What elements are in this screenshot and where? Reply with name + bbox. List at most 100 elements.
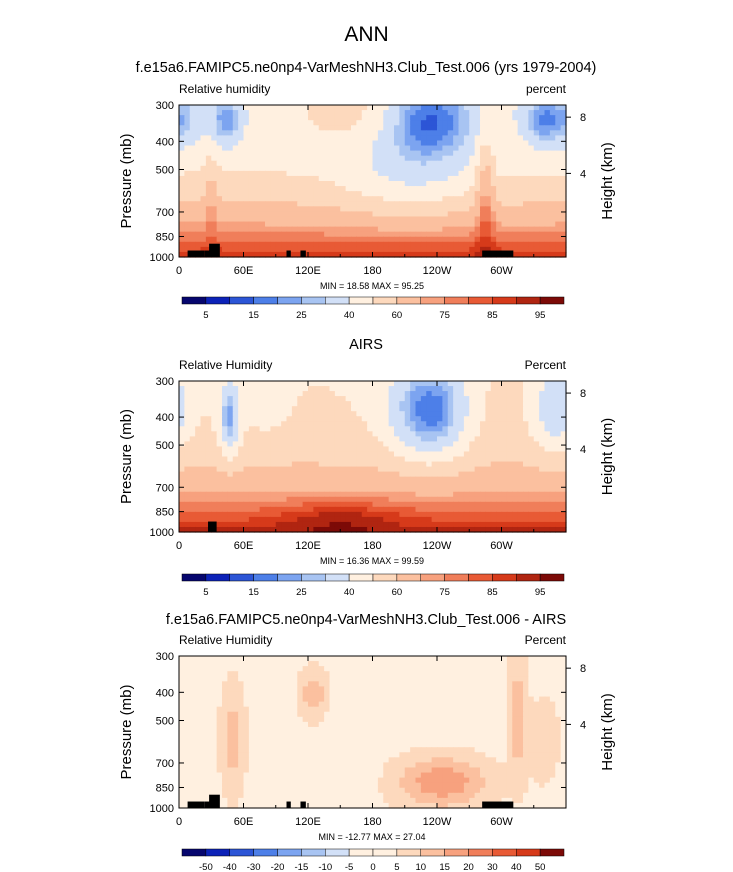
contour-cell bbox=[318, 446, 325, 453]
contour-cell bbox=[480, 416, 486, 422]
contour-cell bbox=[426, 681, 433, 687]
contour-cell bbox=[281, 211, 288, 218]
contour-cell bbox=[291, 661, 298, 667]
contour-cell bbox=[351, 681, 357, 687]
contour-cell bbox=[248, 206, 255, 212]
contour-cell bbox=[469, 150, 476, 157]
contour-cell bbox=[506, 165, 513, 172]
contour-cell bbox=[474, 125, 481, 131]
contour-cell bbox=[351, 236, 357, 243]
contour-cell bbox=[200, 511, 207, 518]
contour-cell bbox=[458, 196, 465, 202]
contour-cell bbox=[222, 135, 228, 142]
contour-cell bbox=[383, 401, 390, 407]
contour-cell bbox=[216, 671, 223, 677]
contour-cell bbox=[426, 406, 433, 412]
contour-cell bbox=[410, 241, 417, 248]
contour-cell bbox=[313, 486, 320, 493]
contour-cell bbox=[259, 236, 266, 243]
contour-cell bbox=[259, 456, 266, 463]
contour-cell bbox=[469, 231, 476, 238]
contour-cell bbox=[238, 666, 245, 672]
contour-cell bbox=[205, 466, 212, 473]
contour-cell bbox=[447, 196, 454, 202]
contour-cell bbox=[560, 115, 567, 121]
contour-cell bbox=[281, 241, 288, 248]
contour-cell bbox=[227, 496, 234, 503]
contour-cell bbox=[211, 671, 218, 677]
contour-cell bbox=[238, 396, 245, 402]
contour-cell bbox=[356, 666, 363, 672]
contour-cell bbox=[431, 201, 438, 207]
contour-cell bbox=[227, 381, 234, 387]
contour-cell bbox=[227, 401, 234, 407]
contour-cell bbox=[189, 186, 196, 192]
contour-cell bbox=[410, 501, 417, 508]
contour-cell bbox=[490, 391, 497, 397]
contour-cell bbox=[329, 436, 336, 442]
contour-cell bbox=[458, 421, 465, 427]
contour-cell bbox=[539, 656, 546, 662]
contour-cell bbox=[533, 686, 540, 693]
contour-cell bbox=[517, 196, 524, 202]
contour-cell bbox=[308, 501, 314, 508]
contour-cell bbox=[517, 155, 524, 162]
contour-cell bbox=[222, 386, 228, 392]
contour-cell bbox=[195, 406, 202, 412]
contour-cell bbox=[469, 226, 476, 233]
contour-cell bbox=[275, 511, 282, 518]
contour-cell bbox=[410, 221, 417, 228]
contour-cell bbox=[232, 170, 239, 177]
contour-cell bbox=[334, 201, 341, 207]
contour-cell bbox=[345, 431, 352, 437]
contour-cell bbox=[308, 251, 314, 258]
contour-cell bbox=[372, 175, 379, 182]
contour-cell bbox=[232, 216, 239, 223]
contour-cell bbox=[308, 486, 314, 493]
contour-cell bbox=[501, 216, 508, 223]
contour-cell bbox=[501, 501, 508, 508]
contour-cell bbox=[410, 386, 417, 392]
contour-cell bbox=[367, 165, 374, 172]
contour-cell bbox=[265, 516, 271, 523]
contour-cell bbox=[549, 221, 556, 228]
contour-cell bbox=[463, 396, 470, 402]
contour-cell bbox=[351, 110, 357, 116]
contour-cell bbox=[490, 491, 497, 498]
contour-cell bbox=[512, 135, 519, 142]
contour-cell bbox=[496, 196, 503, 202]
contour-cell bbox=[512, 216, 519, 223]
contour-cell bbox=[431, 175, 438, 182]
contour-cell bbox=[426, 471, 433, 478]
contour-cell bbox=[437, 476, 443, 483]
contour-cell bbox=[431, 191, 438, 197]
contour-cell bbox=[195, 481, 202, 488]
contour-cell bbox=[302, 411, 309, 417]
contour-cell bbox=[281, 431, 288, 437]
contour-cell bbox=[254, 436, 261, 442]
contour-cell bbox=[340, 446, 347, 453]
contour-cell bbox=[490, 526, 497, 533]
contour-cell bbox=[238, 186, 245, 192]
contour-cell bbox=[399, 516, 406, 523]
contour-cell bbox=[216, 656, 223, 662]
contour-cell bbox=[560, 486, 567, 493]
contour-cell bbox=[377, 155, 384, 162]
contour-cell bbox=[232, 236, 239, 243]
contour-cell bbox=[394, 246, 400, 253]
contour-cell bbox=[345, 491, 352, 498]
contour-cell bbox=[533, 386, 540, 392]
contour-cell bbox=[490, 461, 497, 468]
contour-cell bbox=[254, 411, 261, 417]
contour-cell bbox=[367, 441, 374, 448]
contour-cell bbox=[485, 196, 492, 202]
contour-cell bbox=[426, 216, 433, 223]
contour-cell bbox=[431, 115, 438, 121]
contour-cell bbox=[533, 451, 540, 458]
contour-cell bbox=[308, 105, 314, 111]
contour-cell bbox=[523, 241, 529, 248]
contour-cell bbox=[189, 411, 196, 417]
contour-cell bbox=[517, 471, 524, 478]
contour-cell bbox=[232, 120, 239, 126]
contour-cell bbox=[334, 216, 341, 223]
